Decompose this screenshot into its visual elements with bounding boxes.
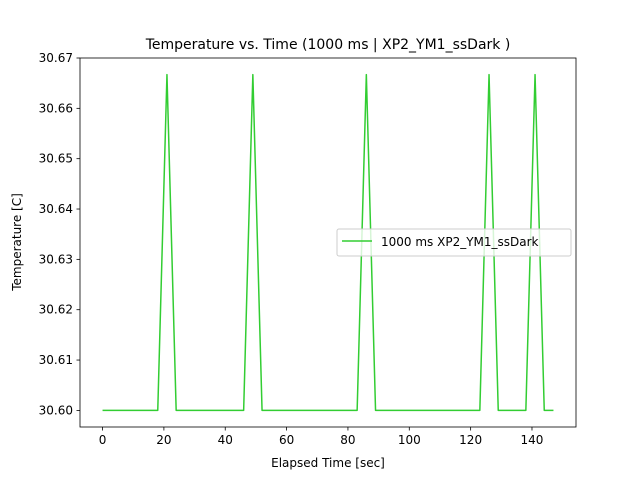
x-tick-label: 40 xyxy=(218,433,233,447)
y-tick-label: 30.61 xyxy=(39,353,73,367)
y-tick-label: 30.66 xyxy=(39,101,73,115)
chart-title: Temperature vs. Time (1000 ms | XP2_YM1_… xyxy=(145,37,511,53)
legend-label: 1000 ms XP2_YM1_ssDark xyxy=(381,235,539,249)
y-axis-label: Temperature [C] xyxy=(10,193,24,292)
y-tick-label: 30.62 xyxy=(39,303,73,317)
y-tick-label: 30.60 xyxy=(39,403,73,417)
y-tick-label: 30.65 xyxy=(39,152,73,166)
x-axis: 0 20 40 60 80 100 120 140 xyxy=(99,427,544,447)
x-axis-label: Elapsed Time [sec] xyxy=(271,456,385,470)
plot-area xyxy=(79,57,577,428)
x-tick-label: 80 xyxy=(340,433,355,447)
y-tick-label: 30.64 xyxy=(39,202,73,216)
y-axis: 30.60 30.61 30.62 30.63 30.64 30.65 30.66 30.67 xyxy=(39,51,80,417)
x-tick-label: 0 xyxy=(99,433,107,447)
series-line xyxy=(102,73,554,412)
x-tick-label: 120 xyxy=(459,433,482,447)
legend: 1000 ms XP2_YM1_ssDark xyxy=(336,228,572,257)
plot-frame xyxy=(79,57,577,428)
x-tick-label: 20 xyxy=(156,433,171,447)
x-tick-label: 100 xyxy=(398,433,421,447)
x-tick-label: 60 xyxy=(279,433,294,447)
y-tick-label: 30.63 xyxy=(39,252,73,266)
y-tick-label: 30.67 xyxy=(39,51,73,65)
legend-box xyxy=(336,228,572,257)
x-tick-label: 140 xyxy=(521,433,544,447)
